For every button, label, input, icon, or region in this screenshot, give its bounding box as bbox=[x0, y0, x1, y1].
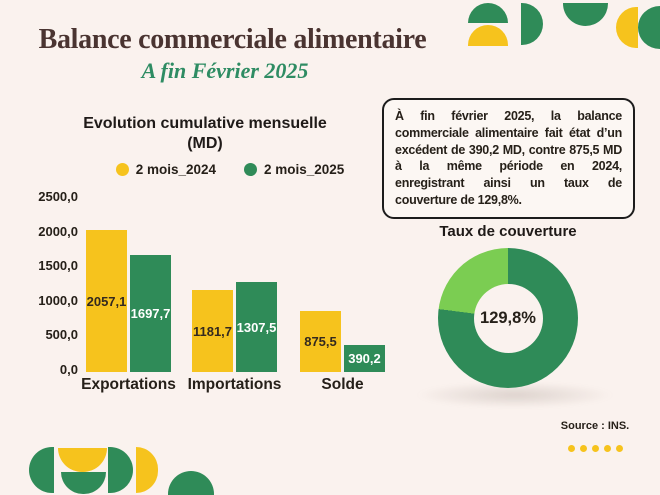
bar-value-label: 1181,7 bbox=[192, 323, 233, 339]
bar-chart-title: Evolution cumulative mensuelle (MD) bbox=[50, 114, 360, 154]
deco-dome-green-icon bbox=[468, 3, 508, 23]
deco-semicircle-yellow-icon bbox=[58, 448, 107, 472]
dot-icon bbox=[579, 445, 587, 452]
donut-hole: 129,8% bbox=[473, 283, 543, 353]
y-axis-tick: 500,0 bbox=[45, 327, 78, 343]
source-dots bbox=[540, 445, 650, 452]
legend-dot-2024-icon bbox=[115, 163, 129, 176]
deco-dome-yellow-icon bbox=[468, 25, 508, 46]
page-subtitle: A fin Février 2025 bbox=[141, 58, 309, 83]
y-axis-tick: 1000,0 bbox=[38, 292, 78, 308]
donut-chart-title: Taux de couverture bbox=[439, 223, 577, 240]
bar-value-label: 875,5 bbox=[304, 334, 337, 349]
summary-text: À fin février 2025, la balance commercia… bbox=[395, 109, 622, 207]
source-label: Source : INS. bbox=[560, 420, 630, 432]
bar-chart-title-line1: Evolution cumulative mensuelle bbox=[83, 115, 327, 132]
deco-halfdisc-yellow-icon bbox=[136, 447, 158, 493]
page-title: Balance commerciale alimentaire bbox=[38, 24, 427, 55]
bar-value-label: 2057,1 bbox=[86, 293, 127, 309]
bar-chart-legend: 2 mois_2024 2 mois_2025 bbox=[65, 162, 395, 177]
category-label-importations: Importations bbox=[187, 376, 282, 393]
summary-box: À fin février 2025, la balance commercia… bbox=[382, 98, 635, 219]
bar-value-label: 1307,5 bbox=[236, 319, 277, 335]
deco-halfdisc-green-icon bbox=[108, 447, 133, 493]
dot-icon bbox=[567, 445, 575, 452]
donut-center-label: 129,8% bbox=[480, 308, 536, 327]
legend-label-2024: 2 mois_2024 bbox=[135, 162, 216, 177]
dot-icon bbox=[603, 445, 611, 452]
bar-solde-2025: 390,2 bbox=[344, 345, 385, 372]
legend-dot-2025-icon bbox=[244, 163, 257, 176]
deco-circle-green-icon bbox=[638, 6, 660, 49]
deco-semicircle-green-icon bbox=[61, 472, 106, 494]
deco-halfdisc-green-icon bbox=[521, 3, 543, 45]
donut-chart: 129,8% bbox=[438, 248, 578, 388]
dot-icon bbox=[615, 445, 623, 452]
deco-semicircle-green-icon bbox=[563, 3, 608, 26]
bar-chart-title-line2: (MD) bbox=[187, 135, 223, 152]
bar-exportations-2025: 1697,7 bbox=[130, 255, 171, 372]
bar-solde-2024: 875,5 bbox=[300, 311, 341, 372]
deco-halfdisc-green-icon bbox=[29, 447, 54, 493]
bar-value-label: 1697,7 bbox=[130, 306, 171, 321]
legend-label-2025: 2 mois_2025 bbox=[264, 162, 345, 177]
y-axis: 2500,0 2000,0 1500,0 1000,0 500,0 0,0 bbox=[28, 189, 78, 377]
bar-exportations-2024: 2057,1 bbox=[86, 230, 127, 372]
y-axis-tick: 2500,0 bbox=[38, 189, 78, 204]
deco-halfdisc-yellow-icon bbox=[616, 7, 638, 48]
bar-importations-2024: 1181,7 bbox=[192, 290, 233, 372]
y-axis-tick: 2000,0 bbox=[38, 223, 78, 239]
category-label-solde: Solde bbox=[321, 376, 364, 393]
category-label-exportations: Exportations bbox=[81, 376, 176, 393]
legend-item-2024: 2 mois_2024 bbox=[115, 162, 216, 177]
bar-value-label: 390,2 bbox=[348, 351, 381, 366]
deco-dome-green-icon bbox=[168, 471, 214, 495]
bar-importations-2025: 1307,5 bbox=[236, 282, 277, 372]
legend-item-2025: 2 mois_2025 bbox=[244, 162, 344, 177]
y-axis-tick: 0,0 bbox=[59, 362, 78, 377]
y-axis-tick: 1500,0 bbox=[38, 258, 78, 274]
dot-icon bbox=[591, 445, 599, 452]
